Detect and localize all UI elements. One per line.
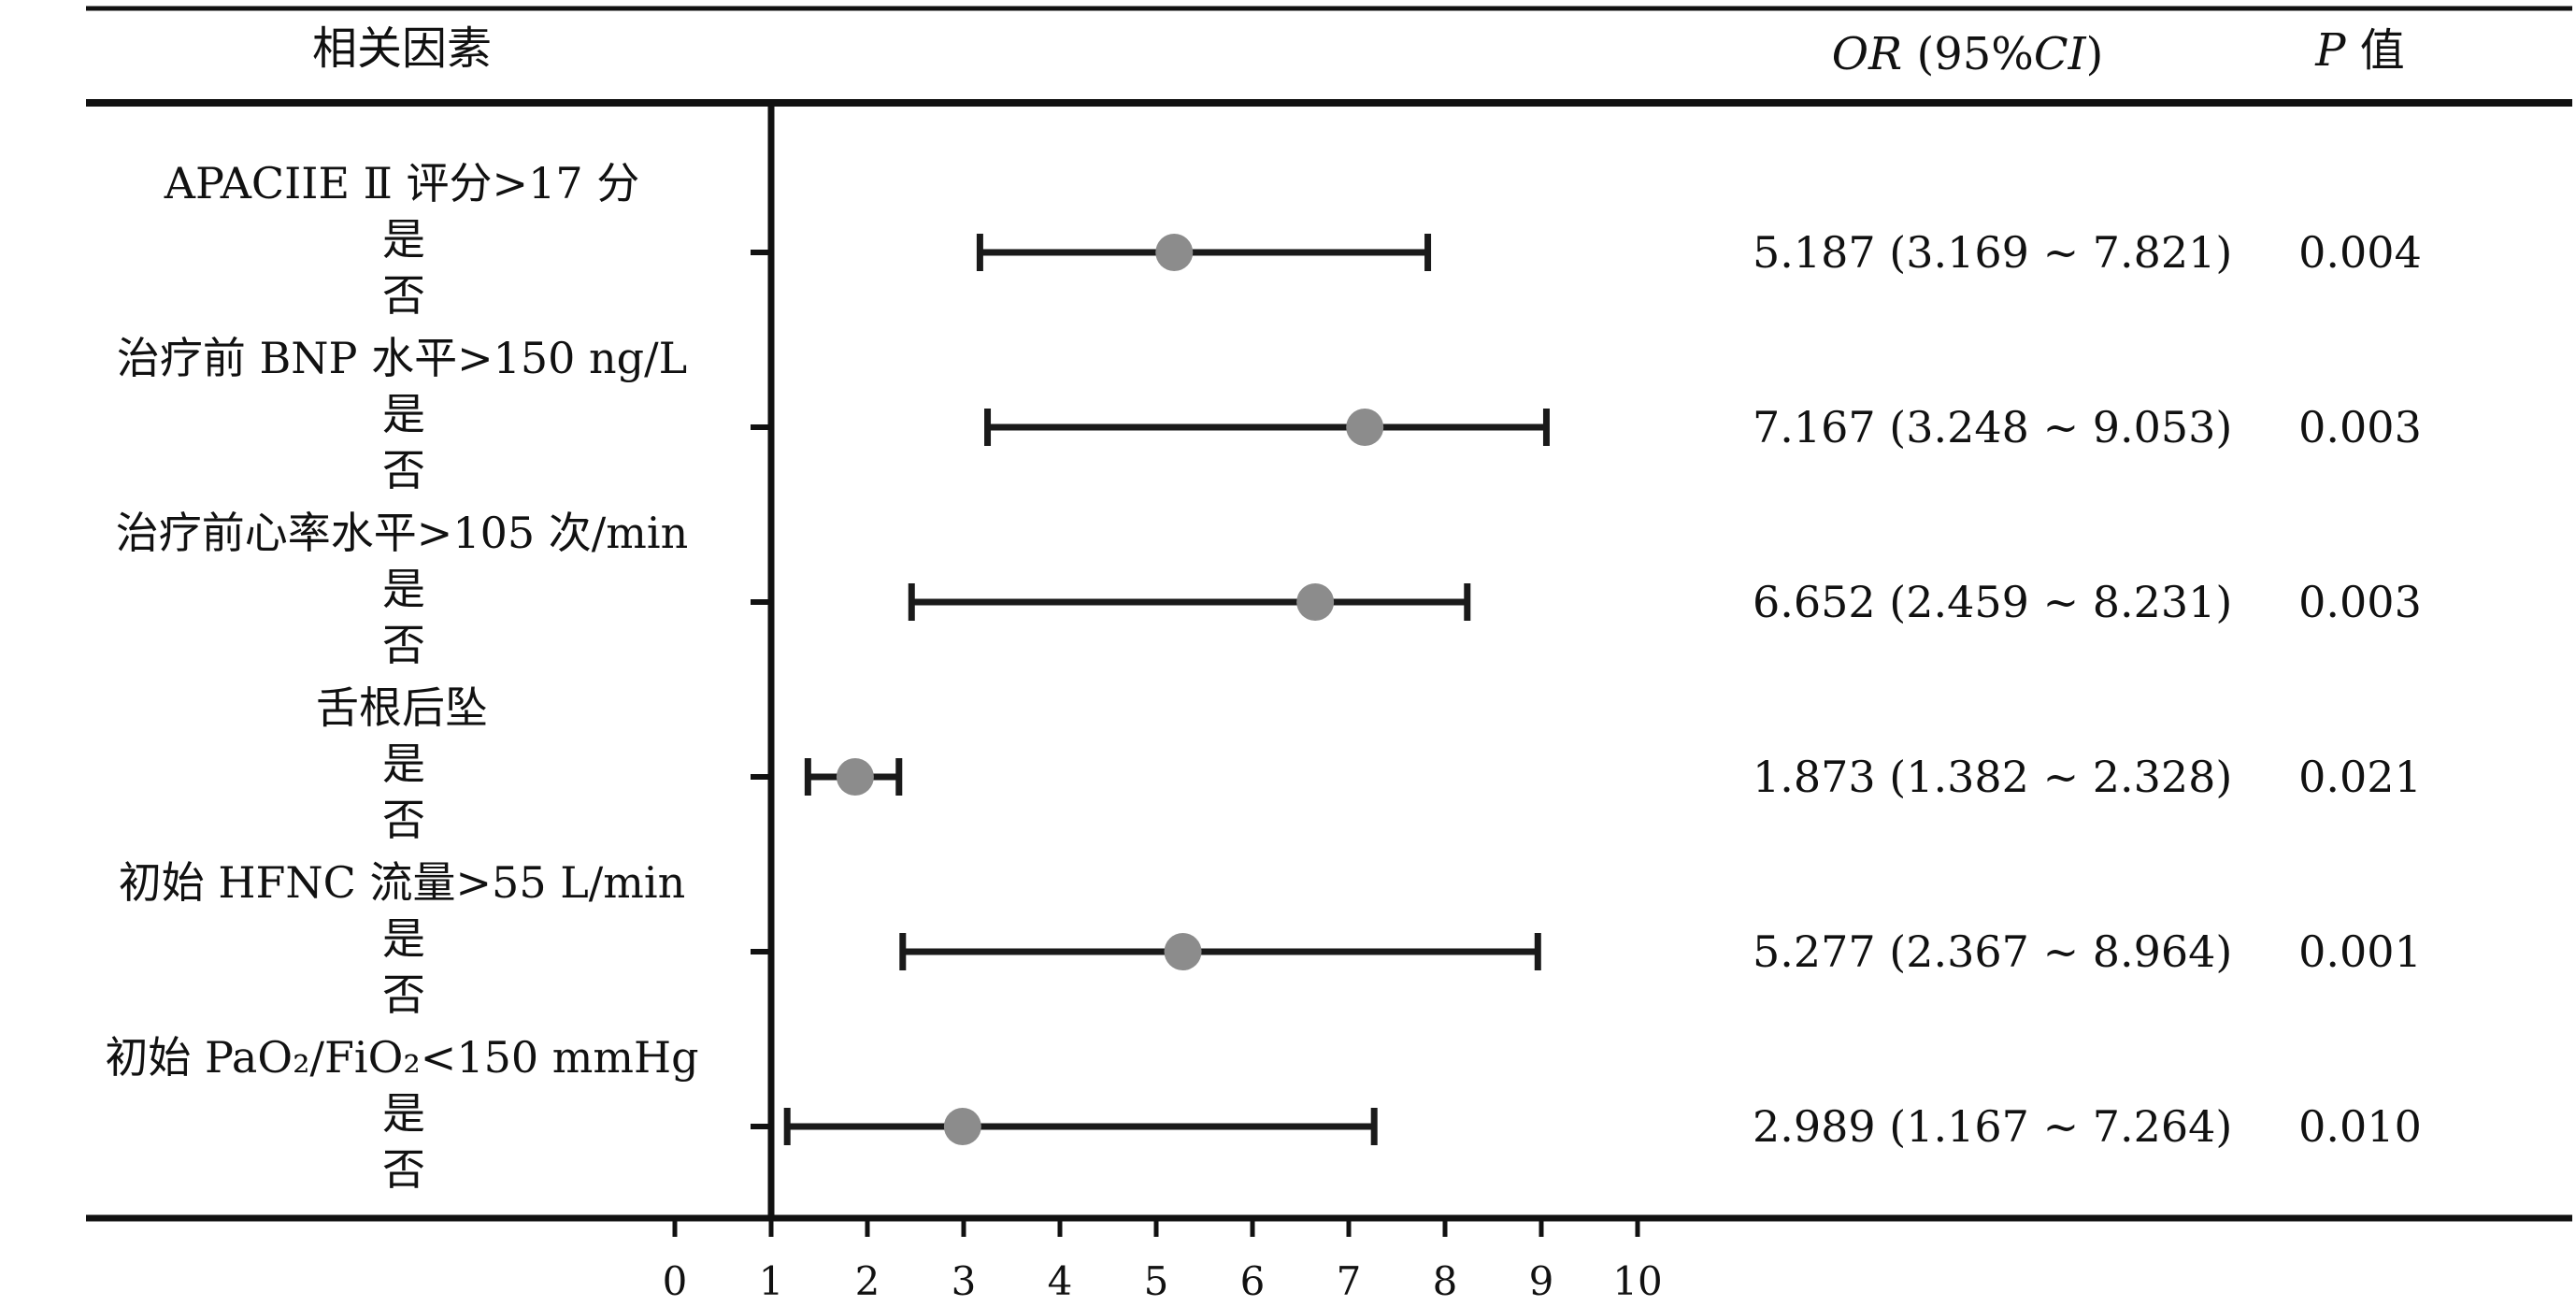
x-tick-label-5: 5: [1144, 1258, 1169, 1304]
row-yes-label: 是: [382, 913, 425, 964]
or-point: [1164, 933, 1202, 970]
x-tick-label-4: 4: [1048, 1258, 1073, 1304]
row-factor-label: 治疗前 BNP 水平>150 ng/L: [117, 333, 687, 383]
or-point: [1296, 583, 1335, 621]
header-factor: 相关因素: [312, 22, 492, 75]
x-tick-label-9: 9: [1529, 1258, 1554, 1304]
row-yes-label: 是: [382, 214, 425, 265]
row-factor-label: 初始 PaO₂/FiO₂<150 mmHg: [105, 1032, 698, 1083]
row-p-value: 0.003: [2298, 577, 2422, 627]
row-no-label: 否: [382, 1144, 425, 1195]
row-or-ci-value: 5.277 (2.367 ~ 8.964): [1753, 926, 2232, 977]
or-point: [836, 758, 874, 796]
row-no-label: 否: [382, 445, 425, 495]
header-p-suffix: 值: [2346, 24, 2405, 77]
row-or-ci-value: 1.873 (1.382 ~ 2.328): [1753, 752, 2232, 802]
header-or-label: OR: [1832, 28, 1903, 80]
x-tick-label-3: 3: [952, 1258, 977, 1304]
row-factor-label: APACIIE Ⅱ 评分>17 分: [164, 158, 640, 208]
header-or-ci: OR (95%CI): [1832, 28, 2104, 80]
x-tick-label-2: 2: [855, 1258, 880, 1304]
row-p-value: 0.010: [2298, 1101, 2422, 1152]
header-ci-label: CI: [2034, 28, 2087, 80]
x-tick-label-1: 1: [759, 1258, 784, 1304]
x-tick-label-7: 7: [1337, 1258, 1362, 1304]
or-point: [1155, 234, 1194, 271]
row-or-ci-value: 2.989 (1.167 ~ 7.264): [1753, 1101, 2232, 1152]
header-or-paren: (95%: [1902, 28, 2034, 80]
row-factor-label: 初始 HFNC 流量>55 L/min: [119, 857, 685, 908]
row-p-value: 0.001: [2298, 926, 2422, 977]
row-factor-label: 治疗前心率水平>105 次/min: [116, 508, 688, 558]
row-or-ci-value: 6.652 (2.459 ~ 8.231): [1753, 577, 2232, 627]
forest-row: 治疗前 BNP 水平>150 ng/L 是否 7.167 (3.248 ~ 9.05…: [117, 333, 2422, 495]
row-no-label: 否: [382, 270, 425, 321]
row-yes-label: 是: [382, 739, 425, 789]
row-no-label: 否: [382, 620, 425, 670]
or-point: [1346, 409, 1384, 446]
row-no-label: 否: [382, 795, 425, 845]
x-tick-label-10: 10: [1612, 1258, 1662, 1304]
row-yes-label: 是: [382, 389, 425, 439]
x-tick-label-6: 6: [1240, 1258, 1266, 1304]
x-tick-label-8: 8: [1433, 1258, 1458, 1304]
header-or-close: ): [2086, 28, 2104, 80]
header-p-label: P: [2314, 24, 2346, 77]
header-p: P 值: [2314, 24, 2405, 77]
x-axis-ticks: 0 1 2 3 4 5 6 7 8 9 10: [663, 1218, 1663, 1304]
row-factor-label: 舌根后坠: [316, 682, 488, 733]
row-p-value: 0.021: [2298, 752, 2422, 802]
forest-row: APACIIE Ⅱ 评分>17 分是否 5.187 (3.169 ~ 7.821)…: [164, 158, 2422, 321]
row-or-ci-value: 7.167 (3.248 ~ 9.053): [1753, 402, 2232, 452]
or-point: [943, 1108, 981, 1145]
forest-row: 治疗前心率水平>105 次/min 是否 6.652 (2.459 ~ 8.231)…: [116, 508, 2422, 670]
row-or-ci-value: 5.187 (3.169 ~ 7.821): [1753, 227, 2232, 278]
x-tick-label-0: 0: [663, 1258, 688, 1304]
row-p-value: 0.003: [2298, 402, 2422, 452]
row-no-label: 否: [382, 969, 425, 1020]
row-yes-label: 是: [382, 1088, 425, 1139]
row-p-value: 0.004: [2298, 227, 2422, 278]
row-yes-label: 是: [382, 564, 425, 614]
